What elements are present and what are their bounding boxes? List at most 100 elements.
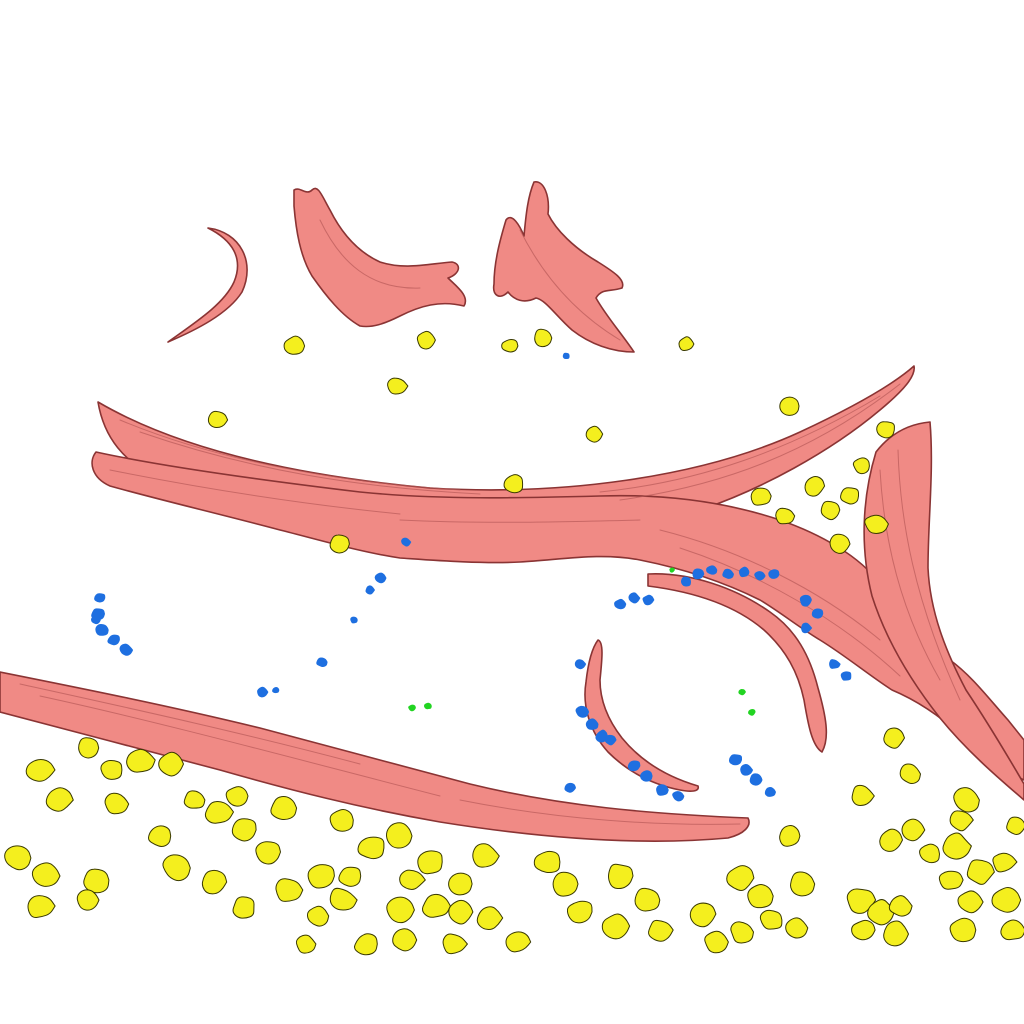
fiber-striation [39,695,441,797]
yellow-particle [27,895,56,919]
yellow-particle [4,845,32,871]
fiber-striation [879,469,941,681]
blue-particle [401,537,412,547]
yellow-particle [231,818,257,842]
blue-particle [604,734,617,746]
blue-particle [692,568,705,580]
yellow-particle [329,809,354,832]
yellow-particle [552,871,579,897]
blue-particle [706,565,718,575]
yellow-particle [417,850,443,875]
yellow-particle [747,884,774,909]
yellow-particle [991,887,1022,913]
yellow-particle [876,421,895,439]
yellow-particle [992,852,1018,873]
yellow-particle [949,917,977,943]
yellow-particle [879,828,904,852]
yellow-particle [501,338,519,353]
yellow-particle [820,500,841,521]
blue-particle [768,569,780,579]
yellow-particle [607,863,634,890]
yellow-particle [648,919,674,942]
yellow-particle [225,786,249,807]
blue-particle [840,671,852,681]
yellow-particle [31,862,61,887]
yellow-particle [503,474,524,494]
blue-particle [811,608,824,619]
yellow-particle [949,810,974,832]
blue-particle [628,592,641,604]
yellow-particle [399,869,426,890]
yellow-particle [392,928,418,952]
yellow-particle [953,787,980,813]
fiber-striation [519,229,621,341]
green-particle [738,688,746,696]
yellow-particle [779,824,801,847]
yellow-particle [851,919,876,941]
yellow-particle [232,896,255,919]
yellow-particle [329,534,350,554]
yellow-particle [867,899,895,926]
yellow-particle [942,832,972,860]
blue-particle [575,705,590,718]
fiber-striation [319,219,421,289]
yellow-particle [864,514,889,534]
blue-particle [728,754,742,766]
yellow-particle [354,933,378,956]
yellow-particle [901,818,926,842]
yellow-particle [45,787,74,812]
fiber-striation [109,469,401,515]
yellow-particle [448,899,474,925]
blue-particle [754,571,766,581]
yellow-particle [750,487,772,506]
blue-particle [350,616,358,624]
yellow-particle [357,836,385,860]
green-particle [423,702,432,710]
yellow-particle [338,866,362,887]
yellow-particle [759,909,783,930]
yellow-particle [790,871,816,897]
yellow-particle [201,869,228,895]
yellow-particle [147,825,172,847]
blue-particle [801,622,813,634]
yellow-particle [888,895,913,917]
yellow-particle [957,890,984,914]
yellow-particle [966,859,995,885]
green-particle [408,704,416,712]
yellow-particle [938,870,964,890]
fiber-striation [139,431,481,495]
yellow-particle [852,457,870,475]
yellow-particle [601,913,631,940]
fiber-striation [599,395,881,493]
blue-particle [722,568,734,579]
fiber-bundles [0,181,1024,842]
fiber-striation [19,683,361,765]
fiber-upper-band [91,451,1024,781]
yellow-particle [104,792,130,815]
blue-particle [94,593,106,603]
fiber-striation [679,547,901,677]
yellow-particle [207,410,229,429]
blue-particle [738,566,750,578]
blue-particle [740,764,754,776]
yellow-particle [472,843,500,868]
yellow-particle [726,865,755,891]
yellow-particle [126,748,156,773]
blue-particle [799,594,812,607]
yellow-particle [704,930,729,954]
yellow-particle [883,727,906,749]
yellow-particle [270,795,298,821]
yellow-particle [442,933,469,955]
yellow-particle [387,377,409,395]
yellow-particle [851,784,875,807]
blue-particle [562,352,570,360]
fiber-striation [399,519,641,523]
blue-particle [680,576,691,587]
green-particle [748,709,756,716]
yellow-particle [505,931,532,953]
yellow-particle [730,921,755,944]
yellow-particle [421,893,451,918]
yellow-particle [385,822,413,849]
yellow-particle [255,841,282,865]
